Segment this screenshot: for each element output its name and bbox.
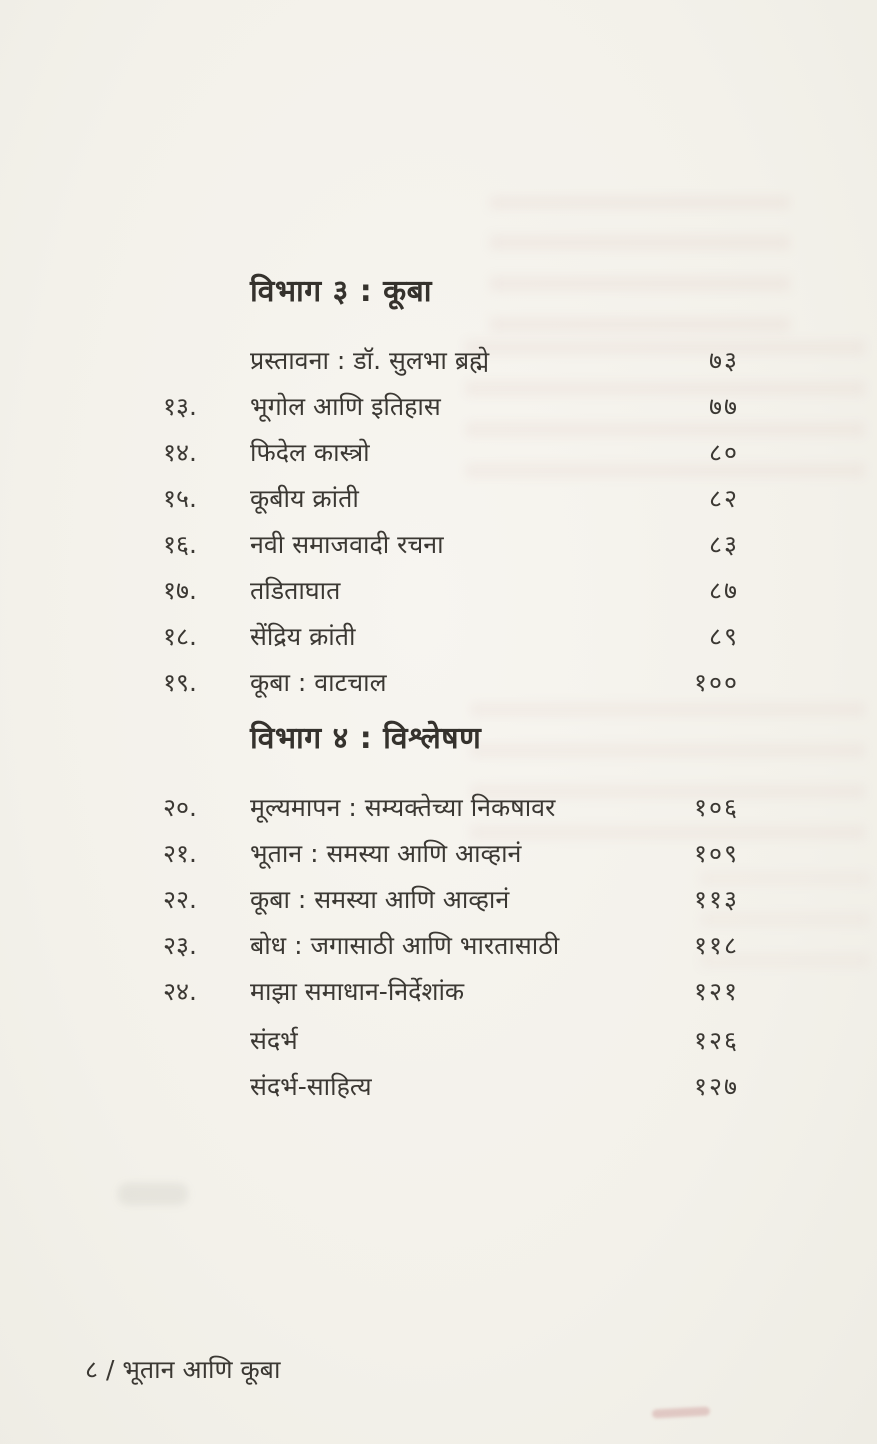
toc-row: १६. नवी समाजवादी रचना ८३ bbox=[163, 522, 739, 568]
toc-entry-number: १७. bbox=[163, 576, 197, 605]
toc-row: प्रस्तावना : डॉ. सुलभा ब्रह्मे ७३ bbox=[163, 338, 739, 384]
toc-entry-page: ८७ bbox=[708, 576, 739, 605]
toc-entry-title: कूबीय क्रांती bbox=[250, 484, 359, 513]
toc-entry-number: २३. bbox=[163, 931, 197, 960]
toc-entry-page: ७७ bbox=[708, 392, 739, 421]
toc-entry-page: ११८ bbox=[693, 931, 739, 960]
toc-entry-title: भूतान : समस्या आणि आव्हानं bbox=[250, 839, 522, 868]
toc-entry-number: २४. bbox=[163, 977, 197, 1006]
toc-row: संदर्भ १२६ bbox=[163, 1018, 739, 1064]
toc-entry-title: प्रस्तावना : डॉ. सुलभा ब्रह्मे bbox=[250, 346, 490, 375]
toc-entry-page: ८२ bbox=[708, 484, 739, 513]
toc-row: १९. कूबा : वाटचाल १०० bbox=[163, 660, 739, 706]
toc-entry-page: १०६ bbox=[693, 793, 739, 822]
section-heading: विभाग ३ : कूबा bbox=[250, 274, 433, 309]
toc-entry-page: १२१ bbox=[693, 977, 739, 1006]
toc-entry-number: १३. bbox=[163, 392, 197, 421]
toc-entry-page: १२७ bbox=[693, 1072, 739, 1101]
toc-row: २४. माझा समाधान-निर्देशांक १२१ bbox=[163, 969, 739, 1015]
toc-entry-page: ८० bbox=[708, 438, 739, 467]
toc-entry-title: सेंद्रिय क्रांती bbox=[250, 622, 356, 651]
toc-entry-title: माझा समाधान-निर्देशांक bbox=[250, 977, 465, 1006]
toc-entry-page: ८९ bbox=[708, 622, 739, 651]
toc-entry-title: फिदेल कास्त्रो bbox=[250, 438, 370, 467]
toc-row: २०. मूल्यमापन : सम्यक्तेच्या निकषावर १०६ bbox=[163, 785, 739, 831]
toc-entry-title: भूगोल आणि इतिहास bbox=[250, 392, 441, 421]
toc-entry-title: नवी समाजवादी रचना bbox=[250, 530, 444, 559]
toc-entry-number: १८. bbox=[163, 622, 197, 651]
toc-row: २१. भूतान : समस्या आणि आव्हानं १०९ bbox=[163, 831, 739, 877]
toc-row: १३. भूगोल आणि इतिहास ७७ bbox=[163, 384, 739, 430]
toc-row: २२. कूबा : समस्या आणि आव्हानं ११३ bbox=[163, 877, 739, 923]
toc-row: संदर्भ-साहित्य १२७ bbox=[163, 1064, 739, 1110]
section-heading: विभाग ४ : विश्लेषण bbox=[250, 721, 482, 756]
toc-entry-page: ८३ bbox=[708, 530, 739, 559]
toc-entry-number: २१. bbox=[163, 839, 197, 868]
toc-entry-title: कूबा : समस्या आणि आव्हानं bbox=[250, 885, 510, 914]
toc-entry-title: संदर्भ bbox=[250, 1026, 298, 1055]
toc-entry-page: १०० bbox=[693, 668, 739, 697]
toc-entry-title: तडिताघात bbox=[250, 576, 341, 605]
toc-references: संदर्भ १२६ संदर्भ-साहित्य १२७ bbox=[163, 1018, 739, 1110]
toc-entry-number: १४. bbox=[163, 438, 197, 467]
toc-entry-page: ७३ bbox=[708, 346, 739, 375]
toc-entry-title: कूबा : वाटचाल bbox=[250, 668, 387, 697]
toc-row: १५. कूबीय क्रांती ८२ bbox=[163, 476, 739, 522]
toc-entry-title: संदर्भ-साहित्य bbox=[250, 1072, 372, 1101]
gray-smudge bbox=[118, 1183, 188, 1205]
toc-row: २३. बोध : जगासाठी आणि भारतासाठी ११८ bbox=[163, 923, 739, 969]
toc-section-4: विभाग ४ : विश्लेषण २०. मूल्यमापन : सम्यक… bbox=[163, 719, 739, 1015]
pink-smudge bbox=[651, 1406, 711, 1419]
toc-entry-page: ११३ bbox=[693, 885, 739, 914]
toc-entry-page: १०९ bbox=[693, 839, 739, 868]
toc-entry-title: मूल्यमापन : सम्यक्तेच्या निकषावर bbox=[250, 793, 556, 822]
toc-entry-number: २२. bbox=[163, 885, 197, 914]
page-footer: ८ / भूतान आणि कूबा bbox=[85, 1355, 281, 1384]
toc-entry-number: १५. bbox=[163, 484, 197, 513]
toc-section-3: विभाग ३ : कूबा प्रस्तावना : डॉ. सुलभा ब्… bbox=[163, 272, 739, 706]
toc-row: १७. तडिताघात ८७ bbox=[163, 568, 739, 614]
toc-entry-title: बोध : जगासाठी आणि भारतासाठी bbox=[250, 931, 560, 960]
toc-entry-page: १२६ bbox=[693, 1026, 739, 1055]
toc-entry-number: १९. bbox=[163, 668, 197, 697]
toc-row: १४. फिदेल कास्त्रो ८० bbox=[163, 430, 739, 476]
toc-row: १८. सेंद्रिय क्रांती ८९ bbox=[163, 614, 739, 660]
toc-entry-number: २०. bbox=[163, 793, 197, 822]
toc-entry-number: १६. bbox=[163, 530, 197, 559]
